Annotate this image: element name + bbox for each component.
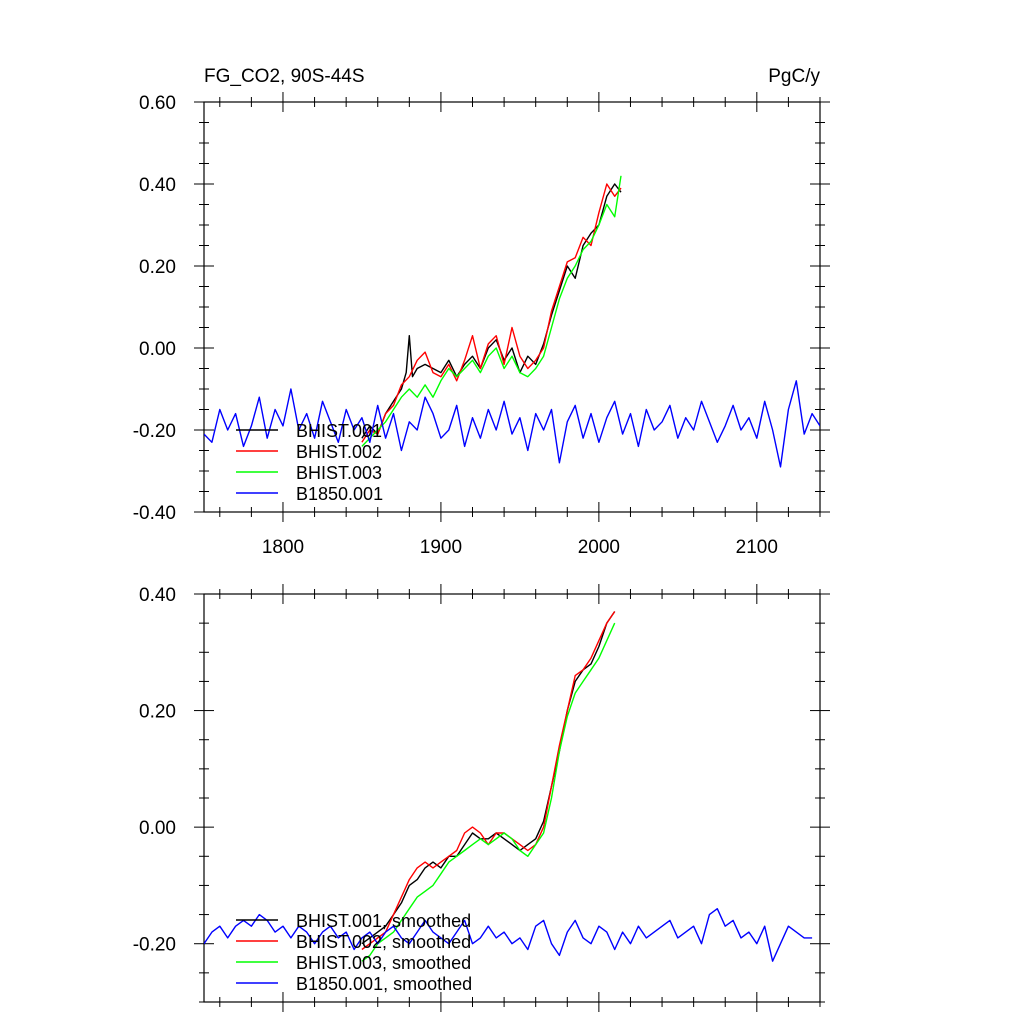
- y-tick-label: -0.20: [133, 421, 176, 442]
- y-tick-label: 0.40: [139, 175, 176, 196]
- legend-label: B1850.001, smoothed: [296, 974, 472, 994]
- y-tick-label: 0.00: [139, 339, 176, 360]
- series-line: [204, 908, 813, 962]
- legend-label: BHIST.003: [296, 463, 382, 483]
- x-tick-label: 2100: [736, 537, 778, 558]
- y-tick-label: 0.40: [139, 585, 176, 606]
- x-tick-label: 2000: [578, 537, 620, 558]
- series-line: [361, 175, 622, 447]
- y-tick-label: 0.20: [139, 257, 176, 278]
- y-tick-label: -0.40: [133, 503, 176, 524]
- y-tick-label: 0.60: [139, 93, 176, 114]
- legend-label: BHIST.001: [296, 421, 382, 441]
- series-line: [204, 380, 820, 468]
- series-line: [361, 183, 622, 443]
- series-line: [361, 622, 616, 962]
- top-panel: 1800 1900 2000 2100 -0.40 -0.20 0.00 0.20 0.40 0.…: [133, 92, 830, 558]
- y-tick-label: -0.20: [133, 935, 176, 956]
- y-tick-label: 0.20: [139, 702, 176, 723]
- series-line: [361, 611, 616, 945]
- series-line: [361, 183, 622, 439]
- units-label: PgC/y: [768, 66, 820, 87]
- series-line: [361, 611, 616, 951]
- legend-label: B1850.001: [296, 484, 383, 504]
- x-tick-label: 1900: [420, 537, 462, 558]
- x-tick-label: 1800: [262, 537, 304, 558]
- legend-label: BHIST.001, smoothed: [296, 911, 471, 931]
- legend-label: BHIST.003, smoothed: [296, 953, 471, 973]
- legend-label: BHIST.002: [296, 442, 382, 462]
- y-tick-label: 0.00: [139, 818, 176, 839]
- legend-label: BHIST.002, smoothed: [296, 932, 471, 952]
- chart-title: FG_CO2, 90S-44S: [204, 66, 365, 87]
